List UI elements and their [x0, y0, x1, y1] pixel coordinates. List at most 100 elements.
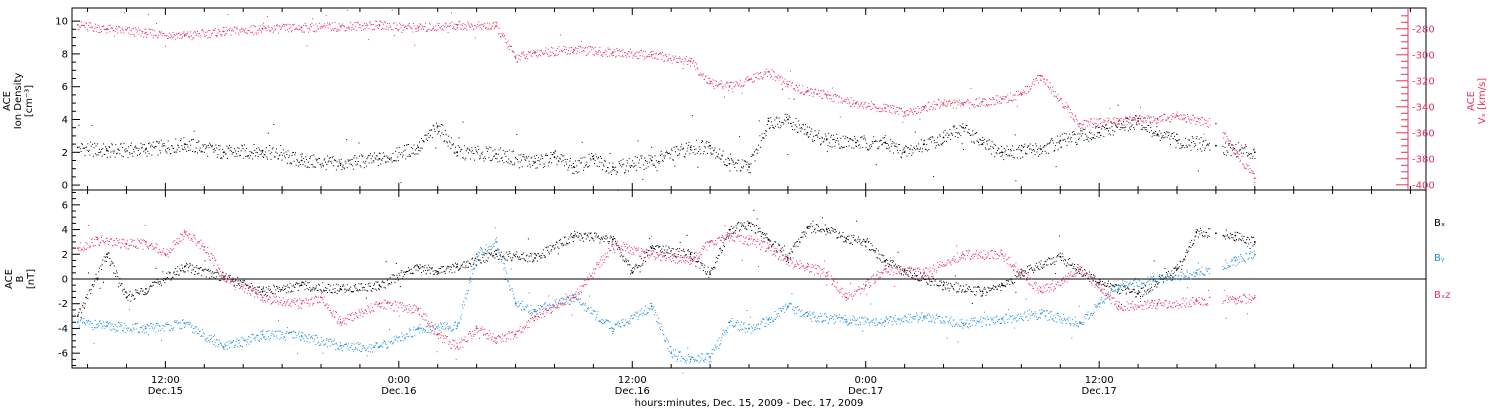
- ion-density-series-point: [183, 149, 184, 150]
- b-series-0-point: [739, 230, 740, 231]
- b-series-0-point: [704, 265, 705, 266]
- b-series-0-point: [523, 258, 524, 259]
- ion-density-series-point: [1151, 130, 1152, 131]
- ion-density-series-point: [311, 164, 312, 165]
- vx-series-point: [593, 48, 594, 49]
- ion-density-series-point: [1022, 146, 1023, 147]
- ion-density-series-point: [266, 147, 267, 148]
- b-series-0-point: [454, 272, 455, 273]
- vx-series-point: [566, 49, 567, 50]
- vx-series-point: [103, 25, 104, 26]
- ion-density-series-point: [402, 157, 403, 158]
- vx-series-point: [256, 32, 257, 33]
- b-series-0-point: [401, 270, 402, 271]
- b-series-0-point: [677, 248, 678, 249]
- ion-density-series-point: [645, 160, 646, 161]
- b-series-0-point: [593, 240, 594, 241]
- vx-series-point: [476, 27, 477, 28]
- b-series-0-point: [191, 272, 192, 273]
- vx-series-point: [1239, 161, 1240, 162]
- vx-series-point: [224, 27, 225, 28]
- ion-density-series-point: [513, 151, 514, 152]
- ion-density-series-point: [950, 139, 951, 140]
- vx-series-point: [557, 48, 558, 49]
- ion-density-series-anchor: [962, 127, 964, 129]
- ion-density-series-point: [781, 125, 782, 126]
- b-series-0-point: [994, 289, 995, 290]
- ion-density-series-point: [864, 135, 865, 136]
- ion-density-series-point: [768, 118, 769, 119]
- b-series-0-point: [252, 285, 253, 286]
- b-series-0-point: [640, 271, 641, 272]
- ion-density-series-point: [917, 148, 918, 149]
- vx-series-point: [1126, 117, 1127, 118]
- ion-density-series-anchor: [1157, 133, 1159, 135]
- top-left-tick-label: 4: [62, 115, 68, 126]
- b-series-0-point: [943, 289, 944, 290]
- b-series-0-point: [601, 237, 602, 238]
- vx-series-anchor: [690, 60, 692, 62]
- vx-series-point: [564, 49, 565, 50]
- ion-density-series-point: [473, 153, 474, 154]
- ion-density-series-point: [405, 150, 406, 151]
- ion-density-series-point: [382, 160, 383, 161]
- ion-density-series-point: [692, 115, 693, 116]
- b-series-0-point: [880, 260, 881, 261]
- vx-series-point: [423, 29, 424, 30]
- ion-density-series-point: [723, 151, 724, 152]
- ion-density-series-point: [681, 144, 682, 145]
- vx-series-point: [609, 56, 610, 57]
- vx-series-point: [994, 104, 995, 105]
- vx-series-point: [361, 30, 362, 31]
- ion-density-series-point: [685, 153, 686, 154]
- vx-series-point: [642, 56, 643, 57]
- ion-density-series-point: [1103, 136, 1104, 137]
- ion-density-series-point: [305, 156, 306, 157]
- vx-series-point: [121, 28, 122, 29]
- vx-series-point: [830, 98, 831, 99]
- vx-series-point: [517, 61, 518, 62]
- vx-series-point: [650, 52, 651, 53]
- vx-series-point: [1061, 99, 1062, 100]
- top-right-ylabel: ACEVₓ [km/s]: [1466, 78, 1488, 124]
- ion-density-series-point: [544, 166, 545, 167]
- ion-density-series-point: [567, 170, 568, 171]
- vx-series-point: [295, 29, 296, 30]
- ion-density-series-point: [572, 173, 573, 174]
- vx-series-point: [956, 100, 957, 101]
- b-series-0-point: [166, 273, 167, 274]
- ion-density-series-point: [927, 150, 928, 151]
- ion-density-series-point: [728, 158, 729, 159]
- b-series-0-point: [379, 289, 380, 290]
- b-series-0-point: [790, 257, 791, 258]
- vx-series-point: [446, 27, 447, 28]
- ion-density-series-point: [175, 139, 176, 140]
- vx-series-point: [284, 25, 285, 26]
- vx-series-point: [829, 95, 830, 96]
- ion-density-series-point: [397, 148, 398, 149]
- b-series-0-point: [386, 261, 387, 262]
- vx-series-point: [693, 60, 694, 61]
- b-series-0-point: [829, 230, 830, 231]
- vx-series-point: [544, 53, 545, 54]
- b-series-0-point: [1000, 287, 1001, 288]
- ion-density-series-point: [356, 158, 357, 159]
- vx-series-point: [574, 53, 575, 54]
- ion-density-series-point: [229, 145, 230, 146]
- b-series-0-point: [547, 250, 548, 251]
- vx-series-point: [1131, 117, 1132, 118]
- ion-density-series-point: [215, 150, 216, 151]
- ion-density-series-point: [403, 151, 404, 152]
- vx-series-point: [390, 27, 391, 28]
- b-series-0-point: [367, 291, 368, 292]
- vx-series-point: [501, 34, 502, 35]
- b-series-0-point: [384, 282, 385, 283]
- ion-density-series-point: [1187, 146, 1188, 147]
- ion-density-series-point: [491, 147, 492, 148]
- b-series-0-point: [271, 291, 272, 292]
- vx-series-point: [1102, 125, 1103, 126]
- vx-series-point: [661, 53, 662, 54]
- b-series-0-point: [334, 292, 335, 293]
- ion-density-series-point: [1126, 121, 1127, 122]
